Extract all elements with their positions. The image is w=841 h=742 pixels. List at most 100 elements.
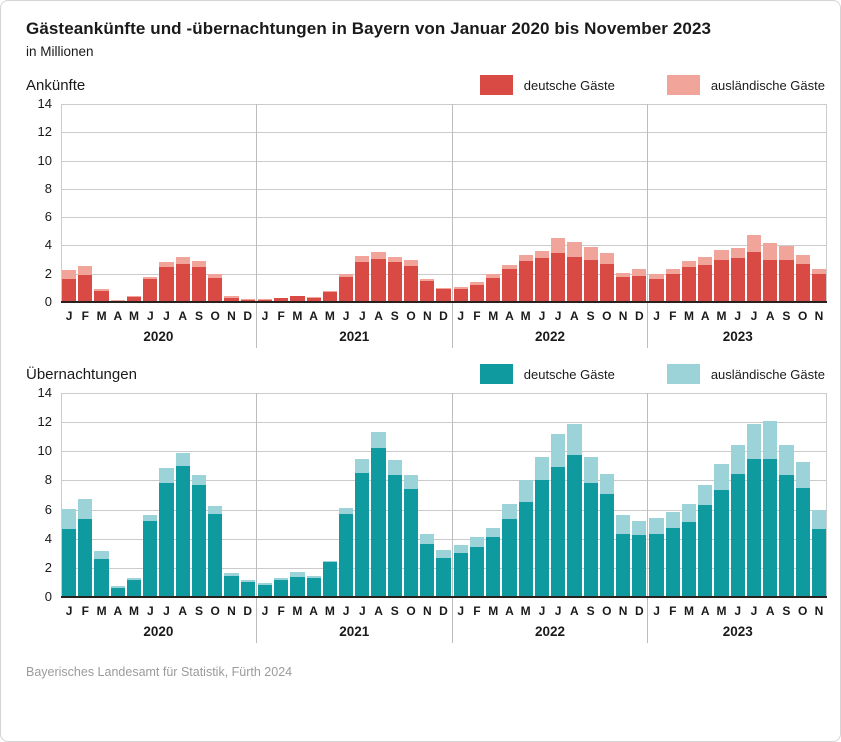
bars-row bbox=[648, 104, 827, 302]
month-label: M bbox=[716, 309, 727, 323]
stacked-bar bbox=[306, 575, 321, 597]
bar-segment-foreign bbox=[453, 287, 468, 290]
month-label: O bbox=[210, 604, 220, 618]
stacked-bar bbox=[632, 521, 647, 597]
stacked-bar bbox=[665, 511, 680, 597]
bars-row bbox=[648, 393, 827, 597]
bar-segment-german bbox=[143, 520, 158, 597]
month-slot bbox=[795, 393, 811, 597]
stacked-bar bbox=[518, 254, 533, 302]
y-tick-label: 10 bbox=[37, 443, 52, 459]
month-label: J bbox=[261, 309, 269, 323]
stacked-bar bbox=[730, 248, 745, 302]
bar-segment-german bbox=[94, 559, 109, 597]
month-slot bbox=[93, 104, 109, 302]
bar-segment-german bbox=[763, 259, 778, 302]
plot-edge-left bbox=[61, 393, 62, 597]
month-label: J bbox=[261, 604, 269, 618]
month-label: F bbox=[669, 604, 677, 618]
month-slot bbox=[419, 393, 435, 597]
bar-segment-foreign bbox=[649, 273, 664, 280]
month-slot bbox=[191, 104, 207, 302]
month-slot bbox=[583, 393, 599, 597]
bar-segment-german bbox=[159, 267, 174, 302]
gridline bbox=[61, 509, 827, 511]
bar-segment-german bbox=[714, 260, 729, 302]
bar-segment-german bbox=[420, 280, 435, 302]
month-slot bbox=[322, 104, 338, 302]
y-tick-label: 12 bbox=[37, 414, 52, 430]
bar-segment-german bbox=[371, 258, 386, 302]
stacked-bar bbox=[567, 423, 582, 597]
month-label: N bbox=[227, 604, 236, 618]
bar-segment-german bbox=[110, 587, 125, 597]
month-slot bbox=[175, 104, 191, 302]
gridline bbox=[61, 538, 827, 540]
bar-segment-german bbox=[436, 289, 451, 302]
stacked-bar bbox=[779, 246, 794, 302]
legend-item-foreign: ausländische Gäste bbox=[666, 75, 825, 95]
bar-segment-german bbox=[746, 251, 762, 302]
month-slot bbox=[778, 104, 794, 302]
bar-segment-german bbox=[599, 263, 614, 302]
month-label: M bbox=[129, 309, 140, 323]
bar-segment-foreign bbox=[322, 560, 337, 563]
bar-segment-german bbox=[436, 558, 451, 597]
stacked-bar bbox=[681, 261, 697, 302]
stacked-bar bbox=[62, 270, 77, 302]
gridline bbox=[61, 451, 827, 453]
bar-segment-german bbox=[191, 267, 207, 302]
arrivals-section-head: Ankünfte deutsche Gäste ausländische Gäs… bbox=[26, 75, 827, 95]
year-label: 2021 bbox=[339, 329, 370, 344]
plot-edge-right bbox=[826, 104, 827, 302]
bar-segment-foreign bbox=[110, 299, 125, 301]
bar-segment-foreign bbox=[534, 251, 550, 259]
month-slot bbox=[191, 393, 207, 597]
y-tick-label: 2 bbox=[44, 265, 52, 281]
bar-segment-german bbox=[355, 473, 370, 597]
month-label: F bbox=[473, 309, 481, 323]
month-label: M bbox=[324, 309, 335, 323]
bar-segment-foreign bbox=[436, 287, 451, 290]
month-slot bbox=[207, 104, 223, 302]
bar-segment-foreign bbox=[387, 256, 402, 262]
bar-segment-foreign bbox=[274, 297, 289, 299]
nights-chart: 0 2 4 6 8 10 12 14 J F M A M J J A S O N D 2020 J F M A M J J A S O N D… bbox=[26, 385, 827, 643]
month-label: D bbox=[439, 309, 448, 323]
stacked-bar bbox=[698, 484, 713, 597]
bar-segment-german bbox=[322, 292, 337, 302]
bar-segment-foreign bbox=[779, 445, 794, 475]
month-label: O bbox=[210, 309, 220, 323]
month-label: J bbox=[538, 604, 546, 618]
month-label: O bbox=[602, 309, 612, 323]
bar-segment-foreign bbox=[583, 457, 598, 483]
page-title: Gästeankünfte und -übernachtungen in Bay… bbox=[26, 19, 712, 38]
stacked-bar bbox=[78, 498, 93, 597]
month-slot bbox=[713, 393, 729, 597]
bar-segment-foreign bbox=[795, 462, 810, 488]
bar-segment-foreign bbox=[811, 509, 827, 529]
month-label: A bbox=[700, 604, 710, 618]
bar-segment-german bbox=[518, 261, 533, 302]
month-label: S bbox=[390, 309, 399, 323]
y-tick-label: 0 bbox=[44, 294, 52, 309]
stacked-bar bbox=[665, 268, 680, 302]
bar-segment-german bbox=[290, 576, 305, 597]
bar-segment-german bbox=[714, 489, 729, 597]
month-slot bbox=[681, 393, 697, 597]
year-label: 2020 bbox=[143, 624, 174, 639]
bar-segment-foreign bbox=[436, 550, 451, 559]
bar-segment-foreign bbox=[665, 511, 680, 528]
stacked-bar bbox=[763, 243, 778, 302]
month-label: M bbox=[488, 309, 499, 323]
month-label: J bbox=[65, 309, 73, 323]
bar-segment-german bbox=[763, 458, 778, 597]
stacked-bar bbox=[78, 265, 93, 302]
month-label: S bbox=[390, 604, 399, 618]
bar-segment-foreign bbox=[62, 508, 77, 529]
month-slot bbox=[453, 104, 469, 302]
stacked-bar bbox=[371, 431, 386, 597]
stacked-bar bbox=[730, 445, 745, 597]
bar-segment-german bbox=[486, 277, 501, 302]
